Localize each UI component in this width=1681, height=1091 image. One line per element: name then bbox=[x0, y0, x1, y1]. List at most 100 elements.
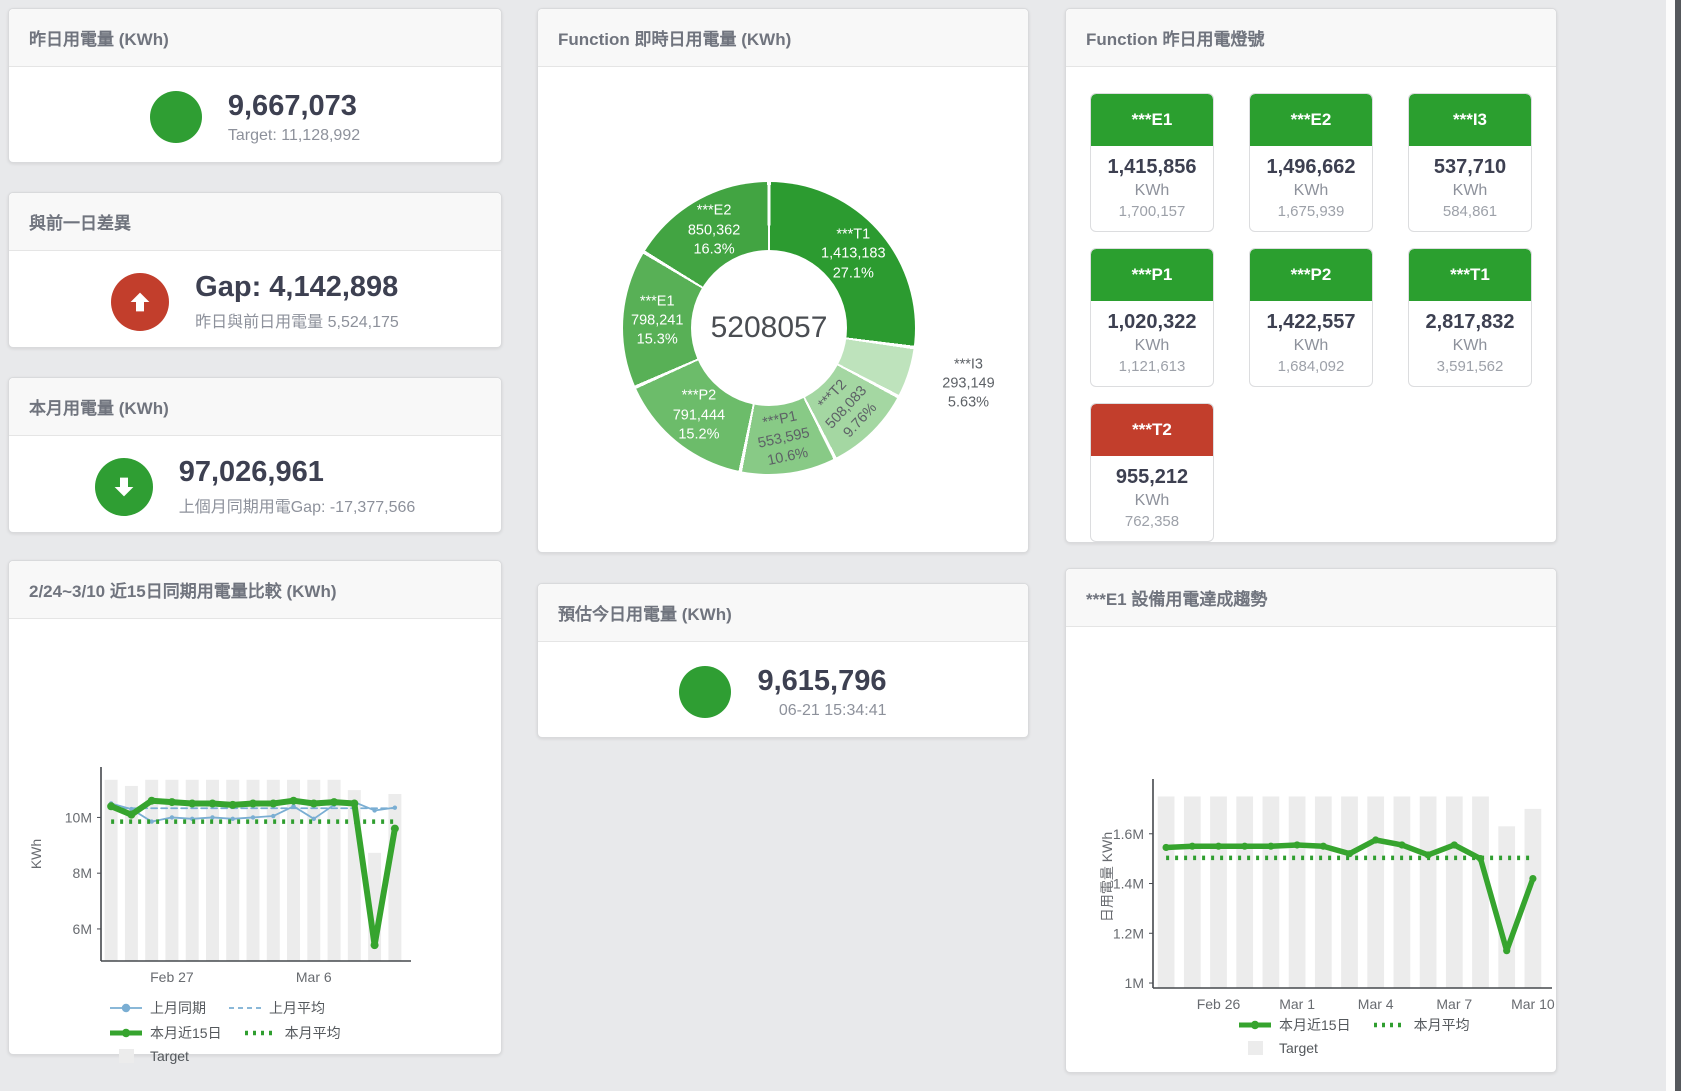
status-tile[interactable]: ***E2 1,496,662 KWh 1,675,939 bbox=[1249, 93, 1373, 232]
column-middle: Function 即時日用電量 (KWh) 5208057 ***T1 1,413… bbox=[537, 8, 1029, 738]
legend-item[interactable]: 本月平均 bbox=[1373, 1015, 1470, 1035]
tile-target: 1,675,939 bbox=[1277, 203, 1345, 220]
today-estimate-time: 06-21 15:34:41 bbox=[778, 701, 887, 719]
card-yesterday-lights: Function 昨日用電燈號 ***E1 1,415,856 KWh 1,700,1… bbox=[1065, 8, 1557, 543]
tile-unit: KWh bbox=[1293, 337, 1329, 354]
pie-slice-label: ***P2 791,444 15.2% bbox=[672, 387, 726, 442]
tile-name: ***T2 bbox=[1091, 404, 1213, 456]
card-title: 與前一日差異 bbox=[9, 193, 501, 251]
card-month-usage: 本月用電量 (KWh) 97,026,961 上個月同期用電Gap: -17,3… bbox=[8, 377, 502, 533]
tile-target: 1,700,157 bbox=[1118, 203, 1186, 220]
legend-label: 本月近15日 bbox=[150, 1025, 222, 1041]
svg-text:Mar 4: Mar 4 bbox=[1358, 996, 1394, 1010]
legend-item[interactable]: Target bbox=[109, 1048, 189, 1064]
tile-target: 584,861 bbox=[1442, 203, 1498, 220]
tile-name: ***E1 bbox=[1091, 94, 1213, 146]
daily-usage-donut-chart[interactable]: 5208057 ***T1 1,413,183 27.1% ***I3 293,149 5… bbox=[538, 67, 1028, 559]
target-bar bbox=[266, 779, 280, 961]
tile-name: ***I3 bbox=[1409, 94, 1531, 146]
target-bar bbox=[185, 779, 199, 961]
legend-label: Target bbox=[1279, 1040, 1318, 1056]
status-ok-icon bbox=[149, 91, 202, 143]
target-bar bbox=[1472, 796, 1489, 988]
legend-item[interactable]: 上月同期 bbox=[109, 998, 206, 1018]
card-title: ***E1 設備用電達成趨勢 bbox=[1066, 569, 1556, 627]
legend-item[interactable]: Target bbox=[1238, 1040, 1318, 1056]
target-bar bbox=[1236, 796, 1254, 988]
legend-label: 本月平均 bbox=[284, 1025, 341, 1041]
card-today-estimate: 預估今日用電量 (KWh) 9,615,796 06-21 15:34:41 bbox=[537, 583, 1029, 738]
day-gap-value: Gap: 4,142,898 bbox=[195, 271, 399, 303]
legend-label: 上月平均 bbox=[269, 1000, 325, 1016]
tile-unit: KWh bbox=[1452, 182, 1488, 199]
svg-text:8M: 8M bbox=[73, 865, 92, 881]
target-bar bbox=[1393, 796, 1411, 988]
tile-value: 1,496,662 bbox=[1266, 156, 1356, 178]
status-tile[interactable]: ***I3 537,710 KWh 584,861 bbox=[1408, 93, 1532, 232]
column-left: 昨日用電量 (KWh) 9,667,073 Target: 11,128,992… bbox=[8, 8, 502, 1064]
card-title: 2/24~3/10 近15日同期用電量比較 (KWh) bbox=[9, 561, 501, 619]
status-tile[interactable]: ***T2 955,212 KWh 762,358 bbox=[1090, 403, 1214, 542]
e1-chart-legend: 本月近15日 本月平均 Target bbox=[1238, 1015, 1556, 1056]
status-ok-icon bbox=[679, 666, 732, 718]
svg-text:1.4M: 1.4M bbox=[1113, 876, 1144, 892]
donut-center-total: 5208057 bbox=[710, 311, 828, 344]
card-day-gap: 與前一日差異 Gap: 4,142,898 昨日與前日用電量 5,524,175 bbox=[8, 192, 502, 348]
donut-hole: 5208057 bbox=[691, 250, 847, 406]
target-bar bbox=[388, 794, 402, 961]
status-tile[interactable]: ***T1 2,817,832 KWh 3,591,562 bbox=[1408, 248, 1532, 387]
status-tile-grid: ***E1 1,415,856 KWh 1,700,157 ***E2 1,496,662… bbox=[1066, 67, 1556, 568]
tile-name: ***T1 bbox=[1409, 249, 1531, 301]
svg-text:1.2M: 1.2M bbox=[1113, 925, 1144, 941]
pie-slice-label: ***E1 798,241 15.3% bbox=[631, 293, 684, 348]
card-realtime-donut: Function 即時日用電量 (KWh) 5208057 ***T1 1,413… bbox=[537, 8, 1029, 553]
svg-text:10M: 10M bbox=[65, 809, 92, 825]
target-bar bbox=[287, 779, 301, 961]
status-tile[interactable]: ***P2 1,422,557 KWh 1,684,092 bbox=[1249, 248, 1373, 387]
tile-target: 3,591,562 bbox=[1436, 358, 1504, 375]
legend-item[interactable]: 本月近15日 bbox=[109, 1023, 222, 1043]
status-tile[interactable]: ***E1 1,415,856 KWh 1,700,157 bbox=[1090, 93, 1214, 232]
target-bar bbox=[246, 779, 260, 961]
e1-trend-line-chart[interactable]: 1M 1.2M 1.4M 1.6M Feb 26 Mar 1 Mar 4 Mar 7 Mar 1… bbox=[1066, 627, 1556, 1012]
tile-target: 762,358 bbox=[1124, 513, 1180, 530]
tile-value: 1,415,856 bbox=[1107, 156, 1197, 178]
legend-item[interactable]: 本月平均 bbox=[244, 1023, 341, 1043]
tile-name: ***P1 bbox=[1091, 249, 1213, 301]
legend-item[interactable]: 上月平均 bbox=[228, 998, 325, 1018]
today-estimate-value: 9,615,796 bbox=[757, 664, 887, 697]
up-arrow-icon bbox=[111, 272, 170, 331]
target-bar bbox=[145, 779, 159, 961]
target-bar bbox=[1157, 796, 1175, 988]
svg-text:KWh: KWh bbox=[28, 839, 44, 869]
target-bar bbox=[165, 779, 179, 961]
page-scrollbar[interactable] bbox=[1666, 0, 1675, 1091]
compare-line-chart[interactable]: 6M 8M 10M Feb 27 Mar 6 KWh bbox=[9, 619, 493, 993]
card-title: Function 即時日用電量 (KWh) bbox=[538, 9, 1028, 67]
card-title: 昨日用電量 (KWh) bbox=[9, 9, 501, 67]
tile-target: 1,121,613 bbox=[1118, 358, 1186, 375]
tile-value: 2,817,832 bbox=[1425, 311, 1515, 333]
down-arrow-icon bbox=[94, 457, 153, 516]
target-bar bbox=[104, 779, 118, 961]
target-bar bbox=[1498, 826, 1516, 988]
yesterday-usage-target: Target: 11,128,992 bbox=[227, 126, 361, 144]
svg-text:日用電量 KWh: 日用電量 KWh bbox=[1099, 832, 1115, 922]
tile-unit: KWh bbox=[1134, 492, 1170, 509]
svg-text:Mar 6: Mar 6 bbox=[296, 969, 332, 985]
legend-label: 上月同期 bbox=[150, 1000, 206, 1016]
svg-text:Mar 10: Mar 10 bbox=[1511, 996, 1555, 1010]
target-bar bbox=[1367, 796, 1385, 988]
target-bar bbox=[1524, 808, 1542, 988]
target-bar bbox=[1445, 796, 1463, 988]
tile-name: ***P2 bbox=[1250, 249, 1372, 301]
target-bar bbox=[1183, 796, 1201, 988]
target-bar bbox=[1262, 796, 1280, 988]
tile-target: 1,684,092 bbox=[1277, 358, 1345, 375]
legend-label: 本月平均 bbox=[1413, 1017, 1470, 1033]
status-tile[interactable]: ***P1 1,020,322 KWh 1,121,613 bbox=[1090, 248, 1214, 387]
tile-unit: KWh bbox=[1134, 337, 1170, 354]
legend-item[interactable]: 本月近15日 bbox=[1238, 1015, 1351, 1035]
column-right: Function 昨日用電燈號 ***E1 1,415,856 KWh 1,700,1… bbox=[1065, 8, 1557, 1073]
svg-text:6M: 6M bbox=[73, 921, 92, 937]
